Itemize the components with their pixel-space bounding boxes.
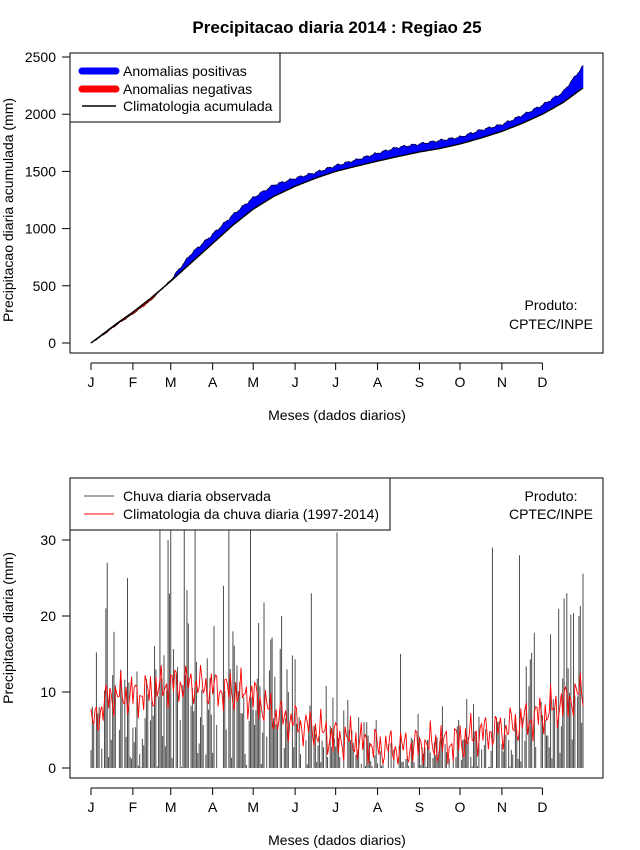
x-tick-label: J <box>292 374 299 390</box>
x-tick-label: A <box>373 799 383 815</box>
climatology-line-layer <box>90 664 584 765</box>
legend: Chuva diaria observada Climatologia da c… <box>69 477 391 531</box>
x-tick-label: D <box>537 374 547 390</box>
x-tick-label: N <box>497 799 507 815</box>
daily-precip-chart: 0 10 20 30 J F M A M J J A S O N D Precipitacao diaria… <box>0 477 604 848</box>
y-axis: 0 10 20 30 <box>40 532 71 776</box>
x-tick-label: M <box>247 799 259 815</box>
y-tick-label: 10 <box>40 684 56 700</box>
y-axis-label: Precipitacao diaria acumulada (mm) <box>0 98 16 322</box>
y-tick-label: 20 <box>40 608 56 624</box>
x-tick-label: S <box>415 374 424 390</box>
x-tick-label: J <box>332 799 339 815</box>
figure-title: Precipitacao diaria 2014 : Regiao 25 <box>192 18 481 37</box>
legend-label-positive: Anomalias positivas <box>123 63 247 79</box>
x-tick-label: N <box>497 374 507 390</box>
x-tick-label: A <box>208 799 218 815</box>
x-tick-label: D <box>537 799 547 815</box>
y-tick-label: 30 <box>40 532 56 548</box>
y-tick-label: 2500 <box>25 49 56 65</box>
legend-label-climatology: Climatologia acumulada <box>123 98 273 114</box>
y-axis: 0 500 1000 1500 2000 2500 <box>25 49 71 351</box>
x-tick-label: S <box>415 799 424 815</box>
y-tick-label: 2000 <box>25 106 56 122</box>
credit-line1: Produto: <box>525 488 578 504</box>
accumulated-precip-chart: 0 500 1000 1500 2000 2500 J F M A M J J A S O N D Precip… <box>0 49 604 423</box>
legend: Anomalias positivas Anomalias negativas … <box>69 52 281 123</box>
x-tick-label: F <box>129 799 138 815</box>
daily-climatology-line <box>90 664 584 765</box>
y-tick-label: 0 <box>48 760 56 776</box>
x-tick-label: A <box>208 374 218 390</box>
y-axis-label: Precipitacao diaria (mm) <box>0 552 16 704</box>
x-tick-label: O <box>455 374 466 390</box>
x-tick-label: J <box>292 799 299 815</box>
legend-label-observed: Chuva diaria observada <box>123 488 271 504</box>
legend-label-climatology: Climatologia da chuva diaria (1997-2014) <box>123 506 379 522</box>
climatology-accumulated-line <box>90 87 584 344</box>
x-tick-label: F <box>129 374 138 390</box>
x-tick-label: A <box>373 374 383 390</box>
credit-line2: CPTEC/INPE <box>509 506 593 522</box>
x-tick-label: J <box>88 374 95 390</box>
x-axis-label: Meses (dados diarios) <box>268 407 406 423</box>
observed-accumulated-line <box>90 65 584 343</box>
y-tick-label: 0 <box>48 335 56 351</box>
x-tick-label: J <box>332 374 339 390</box>
y-tick-label: 1000 <box>25 221 56 237</box>
legend-label-negative: Anomalias negativas <box>123 81 252 97</box>
credit-line2: CPTEC/INPE <box>509 316 593 332</box>
credit-line1: Produto: <box>525 297 578 313</box>
x-axis-label: Meses (dados diarios) <box>268 832 406 848</box>
x-tick-label: M <box>165 799 177 815</box>
chart-lines <box>90 65 584 344</box>
x-tick-label: O <box>455 799 466 815</box>
x-tick-label: M <box>165 374 177 390</box>
legend-box <box>69 477 391 531</box>
y-tick-label: 1500 <box>25 163 56 179</box>
y-tick-label: 500 <box>33 278 57 294</box>
x-tick-label: M <box>247 374 259 390</box>
x-tick-label: J <box>88 799 95 815</box>
